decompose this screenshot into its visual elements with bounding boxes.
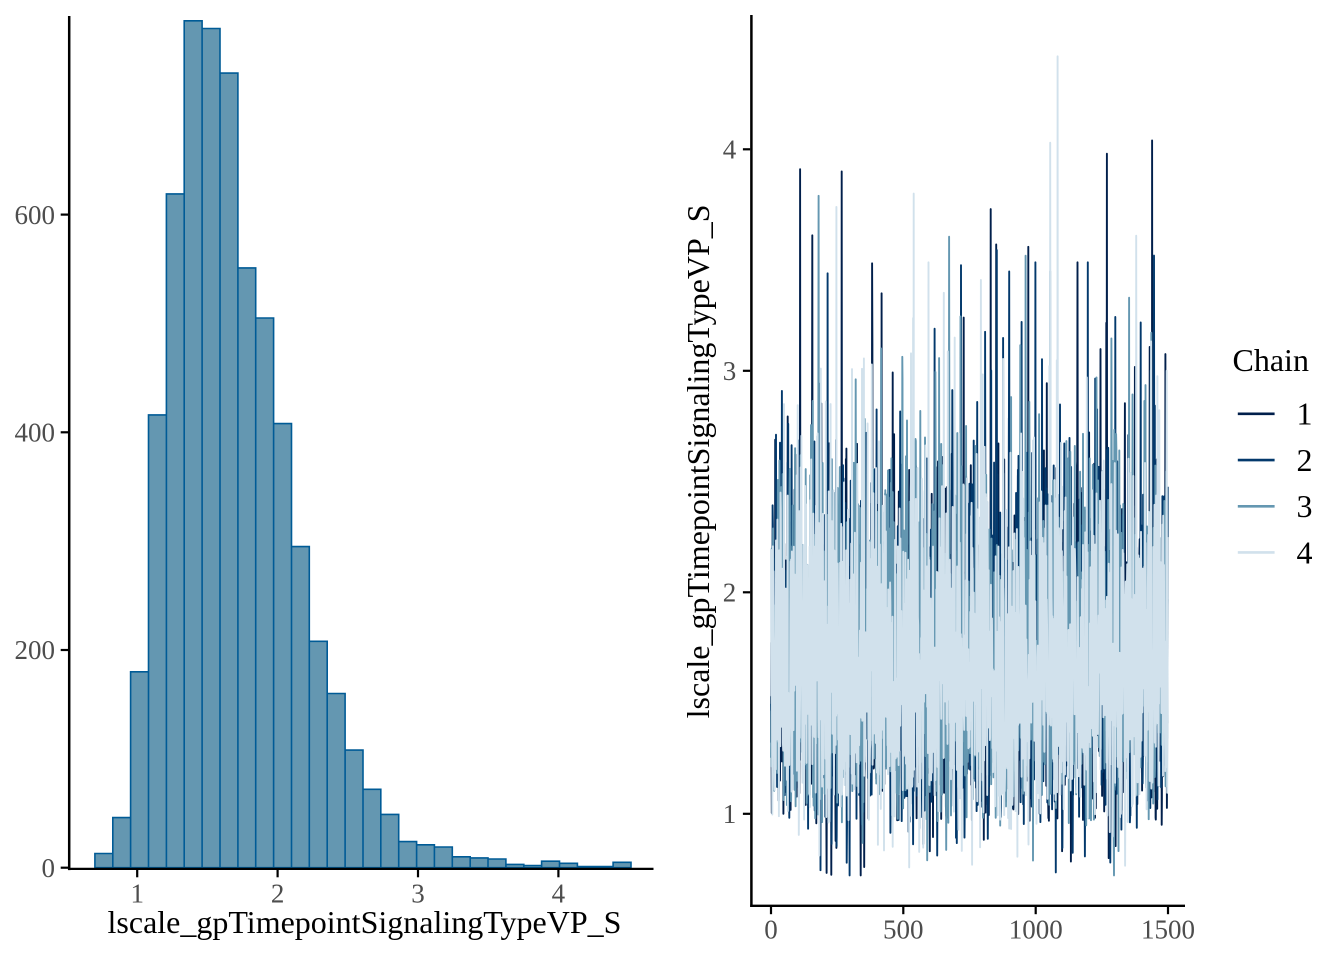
svg-text:3: 3 <box>1297 488 1313 524</box>
svg-text:4: 4 <box>723 135 737 165</box>
svg-text:0: 0 <box>42 853 56 883</box>
svg-text:lscale_gpTimepointSignalingTyp: lscale_gpTimepointSignalingTypeVP_S <box>108 904 622 940</box>
svg-text:0: 0 <box>764 915 778 945</box>
svg-text:2: 2 <box>1297 442 1313 478</box>
svg-text:1: 1 <box>723 799 737 829</box>
svg-text:lscale_gpTimepointSignalingTyp: lscale_gpTimepointSignalingTypeVP_S <box>680 204 716 718</box>
svg-text:200: 200 <box>15 635 56 665</box>
svg-text:1: 1 <box>1297 396 1313 432</box>
svg-text:600: 600 <box>15 200 56 230</box>
svg-text:3: 3 <box>723 356 737 386</box>
svg-text:2: 2 <box>271 879 285 909</box>
svg-text:1000: 1000 <box>1009 915 1063 945</box>
svg-text:1: 1 <box>130 879 144 909</box>
svg-text:500: 500 <box>883 915 924 945</box>
svg-text:1500: 1500 <box>1141 915 1195 945</box>
svg-text:4: 4 <box>1297 534 1313 570</box>
svg-text:2: 2 <box>723 578 737 608</box>
svg-text:4: 4 <box>552 879 566 909</box>
svg-text:Chain: Chain <box>1233 342 1309 378</box>
svg-text:3: 3 <box>411 879 425 909</box>
svg-text:400: 400 <box>15 418 56 448</box>
